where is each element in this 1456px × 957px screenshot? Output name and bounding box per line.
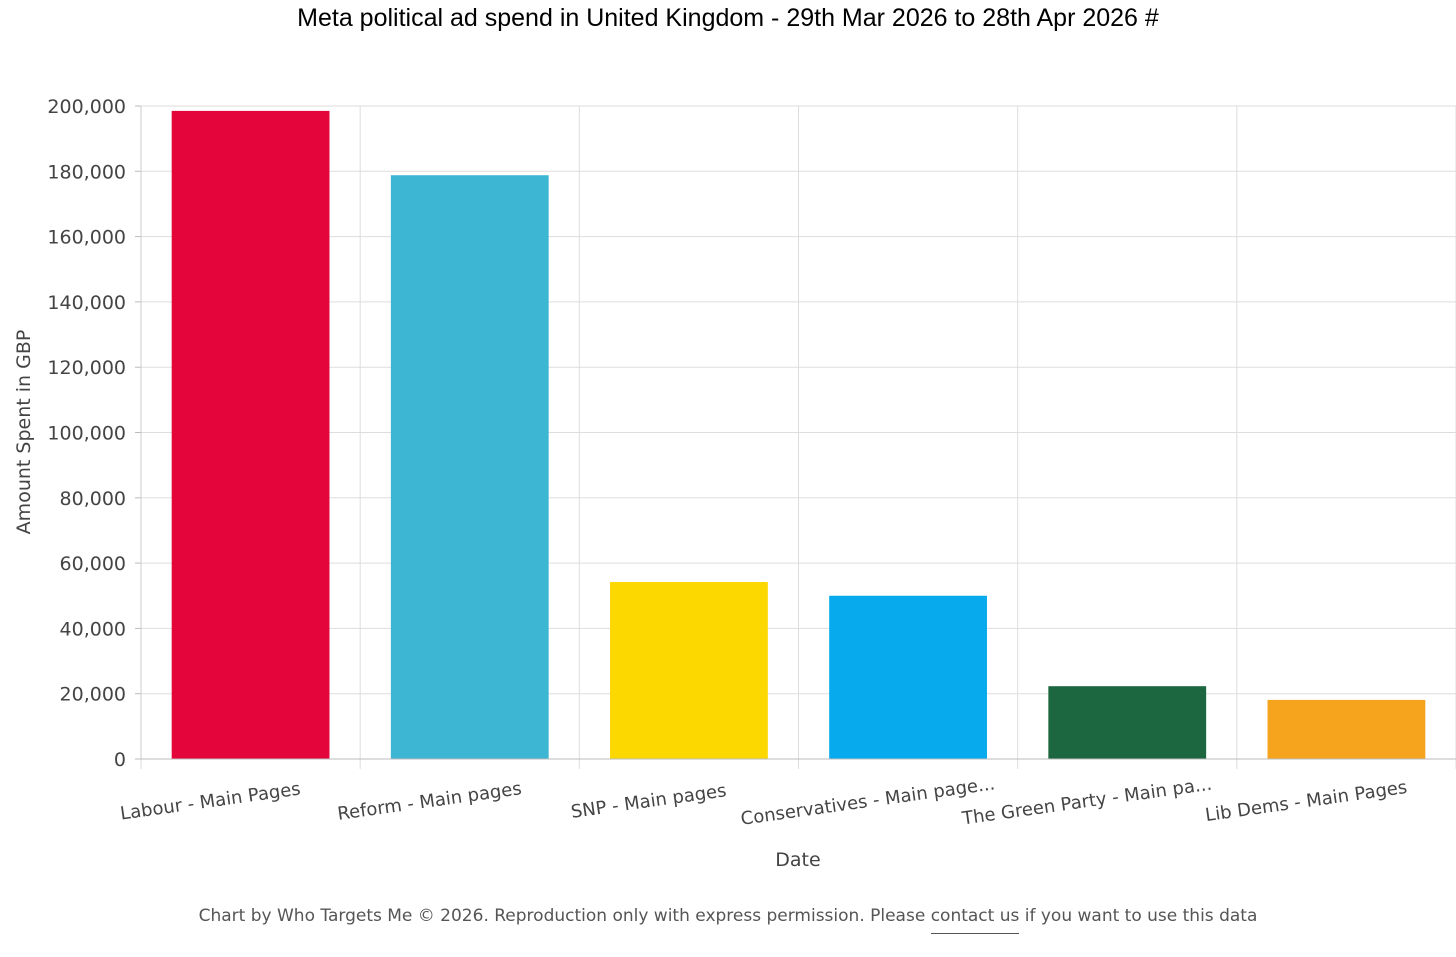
x-tick-labels: Labour - Main Pages Reform - Main pages SN… [119,773,1409,829]
bar[interactable] [829,595,987,759]
chart-title: Meta political ad spend in United Kingdo… [297,4,1159,32]
x-tick-label: The Green Party - Main pa... [960,774,1213,830]
y-tick-label: 100,000 [47,423,126,445]
bars [171,110,1426,759]
bar[interactable] [1048,686,1207,759]
y-tick-label: 0 [114,749,126,771]
axes [135,105,1456,760]
x-tick-label: SNP - Main pages [570,780,728,823]
grid-lines [140,105,1456,769]
y-tick-label: 20,000 [60,684,126,706]
x-axis-label: Date [775,849,820,871]
y-tick-label: 160,000 [47,227,126,249]
bar[interactable] [390,175,549,759]
x-tick-label: Lib Dems - Main Pages [1204,777,1409,826]
x-tick-label: Conservatives - Main page... [739,773,996,829]
bar[interactable] [171,110,330,759]
contact-us-link[interactable]: contact us [930,906,1020,934]
y-tick-label: 80,000 [60,488,126,510]
x-tick-label: Labour - Main Pages [119,778,302,824]
footer-text: Chart by Who Targets Me © 2026. Reproduc… [198,906,931,926]
bar[interactable] [610,582,768,759]
y-axis-label: Amount Spent in GBP [13,330,35,535]
x-tick-label: Reform - Main pages [336,778,523,825]
bar[interactable] [1267,699,1426,759]
footer-text-suffix: if you want to use this data [1019,906,1258,926]
y-tick-label: 120,000 [47,357,126,379]
y-tick-label: 200,000 [47,96,126,118]
y-tick-label: 40,000 [60,618,126,640]
footer-credit: Chart by Who Targets Me © 2026. Reproduc… [0,906,1456,934]
y-tick-label: 60,000 [60,553,126,575]
y-tick-label: 140,000 [47,292,126,314]
y-tick-label: 180,000 [47,161,126,183]
y-tick-labels: 0 20,000 40,000 60,000 80,000 100,000 120,000 1… [47,96,126,771]
